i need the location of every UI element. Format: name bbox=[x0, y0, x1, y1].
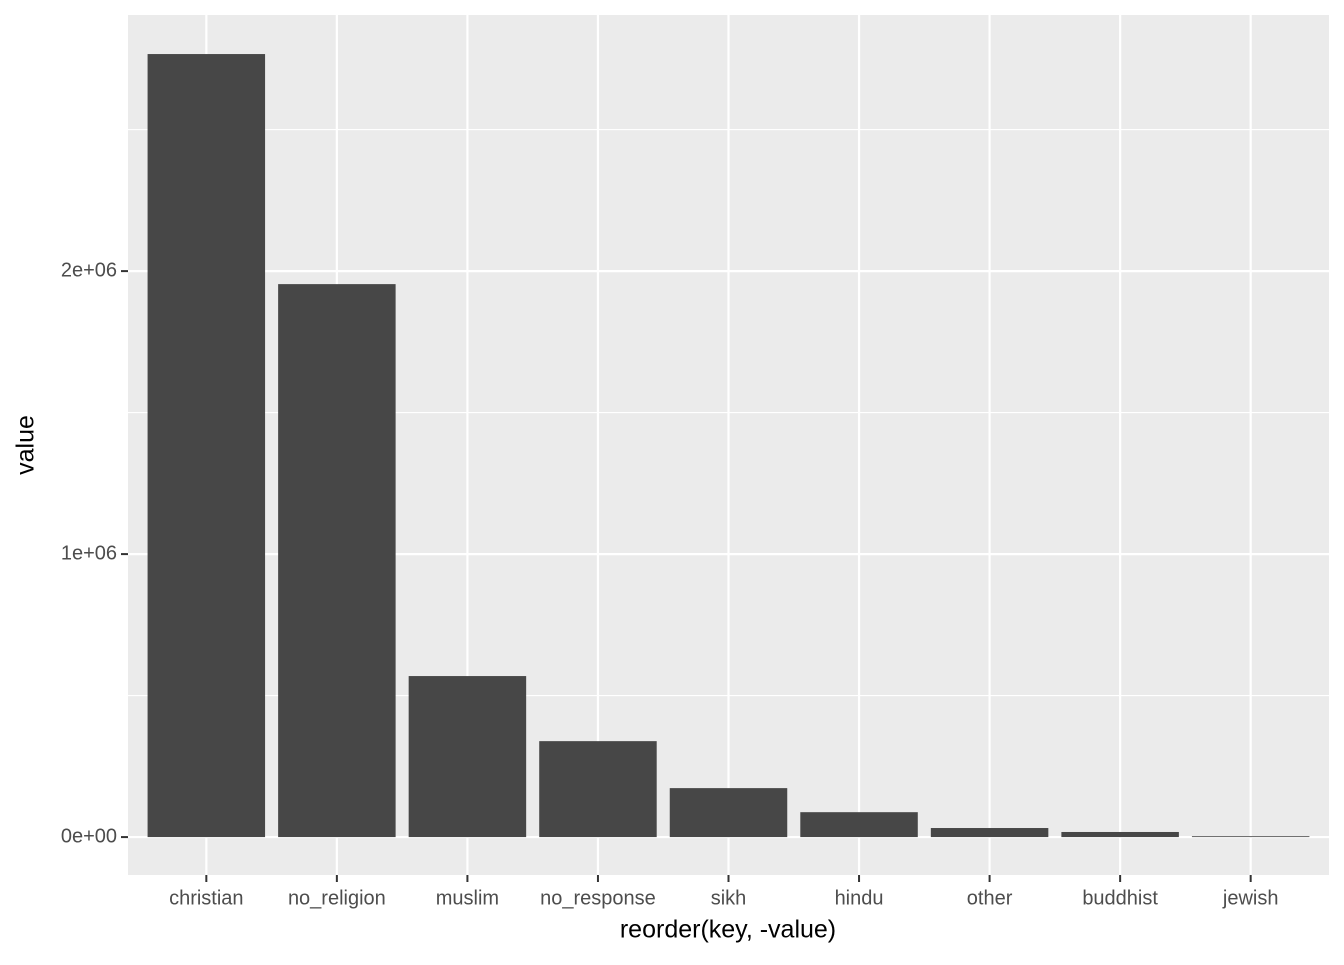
y-tick-label: 2e+06 bbox=[61, 259, 117, 281]
x-tick-label: no_response bbox=[540, 887, 656, 909]
bar bbox=[1061, 831, 1179, 838]
bar bbox=[930, 828, 1049, 838]
x-tick-label: no_religion bbox=[288, 887, 386, 909]
bar bbox=[539, 741, 657, 838]
x-tick-label: christian bbox=[169, 887, 243, 909]
bar bbox=[669, 788, 788, 838]
x-tick-label: sikh bbox=[711, 887, 747, 909]
bar bbox=[408, 676, 527, 838]
y-tick-label: 0e+00 bbox=[61, 825, 117, 847]
x-tick-label: muslim bbox=[436, 887, 499, 909]
bar bbox=[800, 812, 918, 838]
y-axis-title: value bbox=[12, 415, 40, 475]
x-tick-label: other bbox=[967, 887, 1013, 909]
x-axis-title: reorder(key, -value) bbox=[620, 916, 836, 944]
y-tick-label: 1e+06 bbox=[61, 542, 117, 564]
x-tick-label: hindu bbox=[835, 887, 884, 909]
x-tick-label: buddhist bbox=[1082, 887, 1158, 909]
x-tick-label: jewish bbox=[1222, 887, 1279, 909]
bar bbox=[147, 54, 266, 838]
bar bbox=[1191, 836, 1310, 838]
bar bbox=[278, 284, 396, 838]
